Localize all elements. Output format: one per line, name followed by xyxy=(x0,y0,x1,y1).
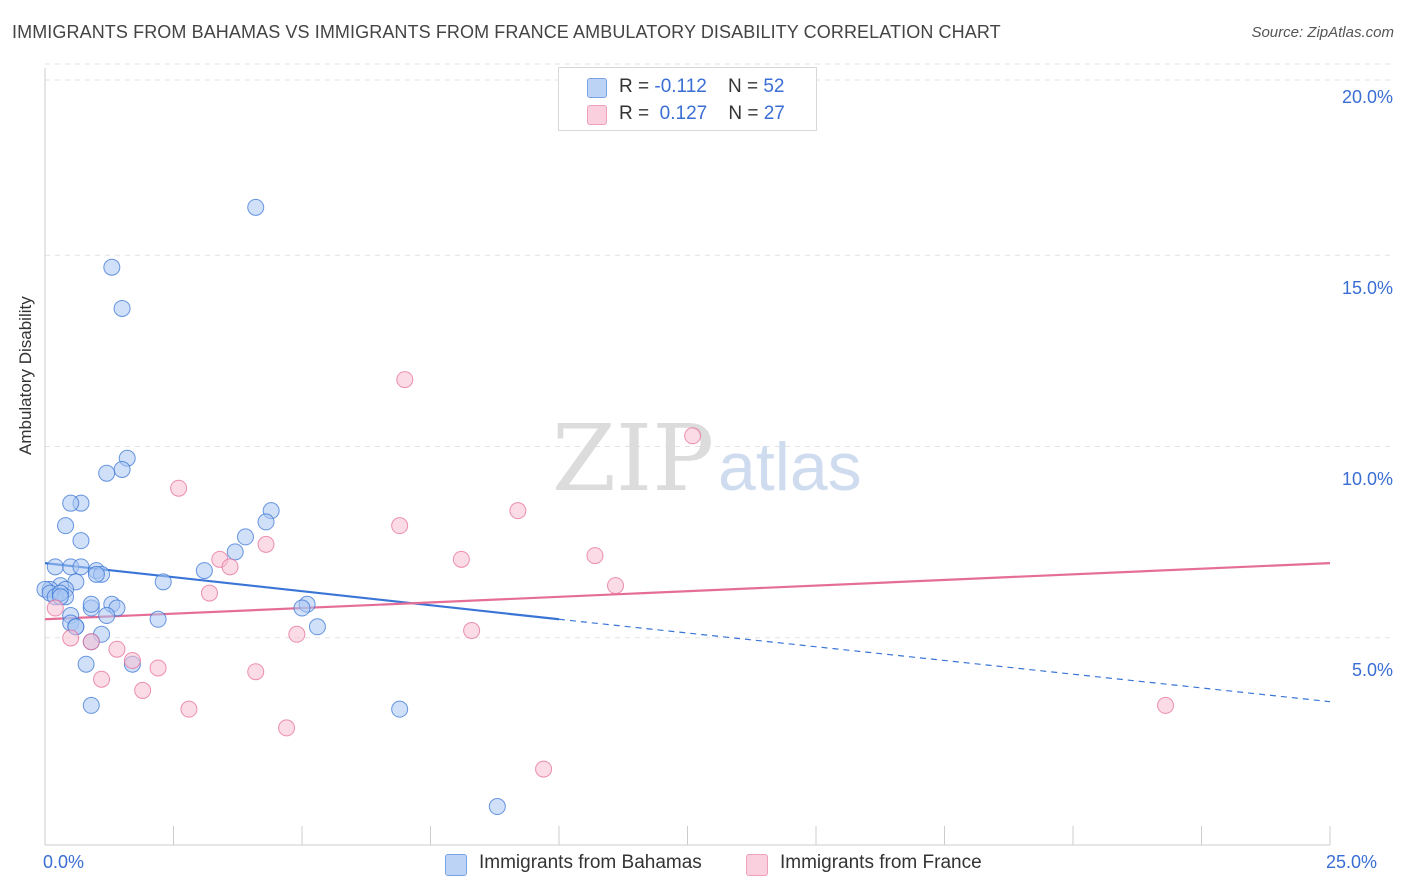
data-point-bahamas xyxy=(113,460,131,478)
chart-title: IMMIGRANTS FROM BAHAMAS VS IMMIGRANTS FR… xyxy=(12,22,1001,42)
data-point-france xyxy=(221,558,239,576)
data-points xyxy=(36,198,1175,816)
y-tick-label: 5.0% xyxy=(1351,660,1393,680)
y-tick-label: 10.0% xyxy=(1341,469,1393,489)
legend-label-bahamas: Immigrants from Bahamas xyxy=(479,852,702,873)
data-point-bahamas xyxy=(98,607,116,625)
grid-lines xyxy=(45,63,1392,639)
data-point-france xyxy=(108,640,126,658)
data-point-bahamas xyxy=(103,258,121,276)
data-point-france xyxy=(288,625,306,643)
data-point-france xyxy=(149,659,167,677)
legend-r-value: -0.112 xyxy=(654,76,707,97)
trend-line-extension xyxy=(558,618,1331,703)
data-point-france xyxy=(180,700,198,718)
correlation-legend: R = -0.112 N = 52 R = 0.127 N = 27 xyxy=(558,67,817,131)
data-point-france xyxy=(586,547,604,565)
data-point-france xyxy=(247,663,265,681)
legend-swatch-bahamas xyxy=(587,78,607,98)
legend-n-label: N = xyxy=(728,103,764,124)
data-point-france xyxy=(62,629,80,647)
data-point-bahamas xyxy=(72,558,90,576)
data-point-bahamas xyxy=(226,543,244,561)
data-point-france xyxy=(684,427,702,445)
legend-r-label: R = xyxy=(619,103,655,124)
legend-swatch-bahamas xyxy=(445,854,467,876)
data-point-bahamas xyxy=(149,610,167,628)
data-point-bahamas xyxy=(62,494,80,512)
data-point-bahamas xyxy=(257,513,275,531)
data-point-bahamas xyxy=(98,464,116,482)
data-point-france xyxy=(396,371,414,389)
data-point-bahamas xyxy=(195,562,213,580)
watermark-zip: ZIP xyxy=(552,405,714,512)
data-point-france xyxy=(452,550,470,568)
data-point-france xyxy=(93,670,111,688)
data-point-bahamas xyxy=(488,798,506,816)
data-point-bahamas xyxy=(247,198,265,216)
data-point-bahamas xyxy=(154,573,172,591)
data-point-france xyxy=(82,633,100,651)
y-tick-label: 20.0% xyxy=(1341,87,1393,107)
data-point-bahamas xyxy=(46,558,64,576)
source-label: Source: ZipAtlas.com xyxy=(1251,24,1394,41)
legend-swatch-france xyxy=(746,854,768,876)
trend-line xyxy=(44,562,1331,621)
data-point-france xyxy=(463,622,481,640)
data-point-france xyxy=(391,517,409,535)
data-point-france xyxy=(134,681,152,699)
legend-swatch-france xyxy=(587,105,607,125)
x-tick-label: 0.0% xyxy=(43,852,85,872)
axes xyxy=(44,68,1331,846)
data-point-bahamas xyxy=(77,655,95,673)
data-point-bahamas xyxy=(308,618,326,636)
data-point-france xyxy=(257,535,275,553)
legend-n-value: 52 xyxy=(763,76,785,97)
legend-n-value: 27 xyxy=(763,103,785,124)
data-point-bahamas xyxy=(57,517,75,535)
data-point-france xyxy=(278,719,296,737)
watermark-atlas: atlas xyxy=(718,429,862,505)
data-point-bahamas xyxy=(82,696,100,714)
data-point-bahamas xyxy=(293,599,311,617)
data-point-bahamas xyxy=(87,565,105,583)
legend-label-france: Immigrants from France xyxy=(780,852,982,873)
legend-r-label: R = xyxy=(619,76,655,97)
data-point-france xyxy=(46,599,64,617)
watermark: ZIP atlas xyxy=(552,405,862,512)
data-point-france xyxy=(509,502,527,520)
legend-r-value: 0.127 xyxy=(659,103,708,124)
data-point-france xyxy=(170,479,188,497)
data-point-bahamas xyxy=(391,700,409,718)
y-tick-label: 15.0% xyxy=(1341,278,1393,298)
data-point-bahamas xyxy=(236,528,254,546)
legend-n-label: N = xyxy=(727,76,764,97)
data-point-bahamas xyxy=(72,532,90,550)
data-point-france xyxy=(123,651,141,669)
y-axis-label: Ambulatory Disability xyxy=(16,296,35,455)
data-point-france xyxy=(200,584,218,602)
data-point-france xyxy=(535,760,553,778)
data-point-bahamas xyxy=(113,299,131,317)
x-tick-label: 25.0% xyxy=(1326,852,1378,872)
trend-line xyxy=(44,562,560,621)
data-point-france xyxy=(607,577,625,595)
data-point-france xyxy=(1157,696,1175,714)
trend-lines xyxy=(44,562,1331,703)
data-point-bahamas xyxy=(82,595,100,613)
